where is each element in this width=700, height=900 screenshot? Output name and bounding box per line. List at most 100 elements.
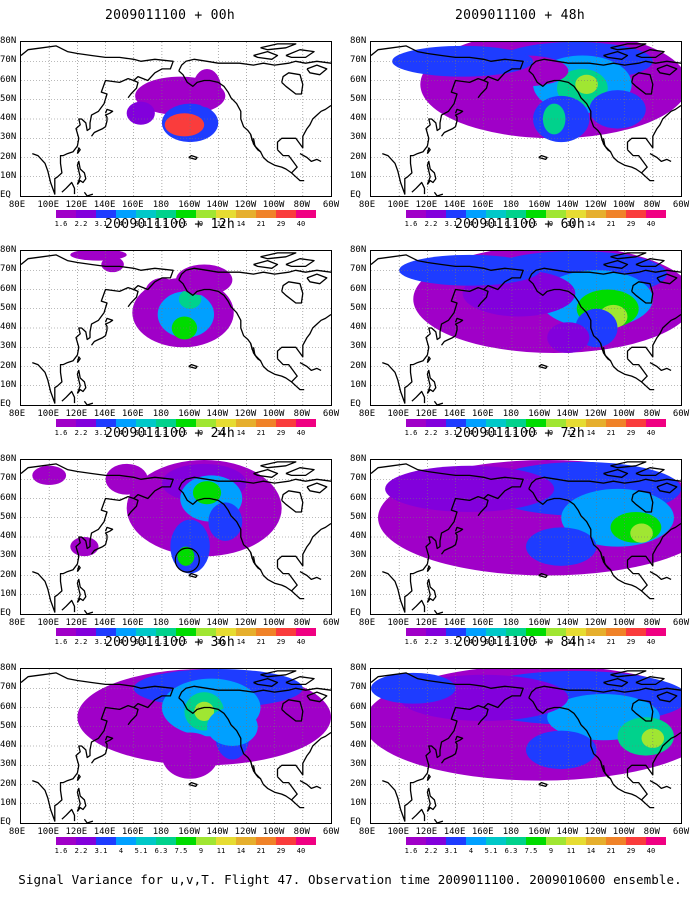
colorbar-label: 9: [548, 847, 554, 855]
longitude-label: 160W: [178, 409, 200, 419]
variance-map: [20, 459, 332, 615]
coastline: [433, 191, 444, 196]
colorbar-label: 6.3: [154, 429, 168, 437]
coastline: [600, 552, 612, 571]
latitude-label: 40N: [0, 113, 17, 123]
forecast-panel-0h: 2009011100 + 00h 80N 70N 60N 50N 40N 30N 20N 10N…: [0, 0, 340, 228]
latitude-label: 50N: [350, 302, 367, 313]
longitude-label: 80E: [358, 409, 376, 419]
colorbar-swatch: [546, 837, 566, 845]
map-canvas: [371, 251, 681, 405]
longitude-label: 140E: [93, 827, 116, 837]
coastline: [600, 343, 612, 362]
longitude-label: 180: [152, 618, 170, 628]
variance-map: [370, 250, 682, 406]
colorbar-swatch: [96, 628, 116, 636]
colorbar-swatch: [156, 837, 176, 845]
colorbar-label: 29: [276, 847, 286, 855]
coastline: [411, 599, 426, 613]
coastline: [528, 70, 655, 182]
map-grid: [371, 669, 681, 823]
colorbar-swatch: [466, 210, 486, 218]
longitude-label: 180: [152, 409, 170, 419]
longitude-label: 160E: [121, 618, 144, 628]
colorbar-label: 9: [198, 638, 204, 646]
colorbar-label: 29: [626, 847, 636, 855]
colorbar-swatch: [526, 628, 546, 636]
colorbar-label: 5.1: [134, 638, 148, 646]
coastline: [299, 780, 322, 790]
coastline: [600, 134, 612, 153]
colorbar-swatch: [426, 210, 446, 218]
colorbar-swatch: [256, 837, 276, 845]
colorbar-swatch: [96, 419, 116, 427]
variance-shading: [126, 68, 226, 143]
panel-title: 2009011100 + 84h: [454, 635, 586, 650]
colorbar-swatch: [56, 210, 76, 218]
longitude-label: 120E: [65, 409, 88, 419]
coastline: [371, 463, 524, 613]
coastline: [371, 672, 524, 822]
latitude-label: EQ: [350, 190, 361, 200]
colorbar-label: 6.3: [154, 638, 168, 646]
colorbar-label: 29: [626, 220, 636, 228]
longitude-label: 80E: [8, 618, 26, 628]
longitude-label: 120W: [234, 618, 257, 628]
colorbar-label: 11: [216, 847, 226, 855]
coastline: [656, 273, 678, 285]
colorbar-swatch: [176, 837, 196, 845]
longitude-label: 100E: [387, 618, 410, 628]
longitude-label: 160E: [121, 827, 144, 837]
coastline: [250, 552, 262, 571]
coastline: [306, 273, 328, 285]
variance-shading: [399, 251, 681, 354]
colorbar-label: 1.6: [54, 847, 68, 855]
colorbar-swatch: [486, 837, 506, 845]
latitude-label: 60N: [350, 74, 367, 85]
colorbar-label: 14: [586, 220, 596, 228]
latitude-label: 70N: [350, 682, 367, 693]
coastline: [631, 281, 654, 304]
variance-map: [20, 668, 332, 824]
coastline: [477, 79, 489, 99]
longitude-label: 160W: [178, 827, 200, 837]
latitude-label: 40N: [350, 531, 367, 541]
longitude-label: 100W: [262, 200, 285, 210]
colorbar-label: 5.1: [484, 638, 498, 646]
colorbar-label: 5.1: [484, 847, 498, 855]
colorbar-label: 40: [296, 638, 306, 646]
coastline: [528, 279, 655, 391]
longitude-label: 140W: [206, 409, 229, 419]
longitude-label: 140W: [206, 618, 229, 628]
colorbar-label: 7.5: [174, 638, 188, 646]
latitude-label: 50N: [0, 93, 17, 104]
map-grid: [21, 42, 331, 196]
coastline: [649, 362, 672, 372]
longitude-label: 140E: [93, 409, 116, 419]
colorbar-swatch: [546, 210, 566, 218]
coastline: [411, 390, 426, 404]
colorbar-swatch: [216, 628, 236, 636]
variance-contour: [526, 527, 597, 566]
longitude-label: 60W: [672, 618, 690, 628]
colorbar-swatch: [626, 419, 646, 427]
map-grid: [371, 42, 681, 196]
forecast-panel-48h: 2009011100 + 48h 80N 70N 60N 50N 40N 30N 20N 10N…: [350, 0, 690, 228]
coastline: [277, 358, 298, 383]
colorbar-swatch: [136, 837, 156, 845]
colorbar-swatch: [486, 628, 506, 636]
colorbar-label: 14: [236, 220, 246, 228]
colorbar-swatch: [566, 419, 586, 427]
latitude-label: EQ: [0, 817, 11, 827]
longitude-label: 100W: [262, 827, 285, 837]
colorbar-label: 11: [216, 638, 226, 646]
coastline: [281, 490, 304, 513]
colorbar-swatch: [646, 210, 666, 218]
coastline: [649, 571, 672, 581]
coastline: [178, 58, 331, 72]
colorbar-label: 4: [118, 429, 124, 437]
colorbar-label: 21: [606, 847, 616, 855]
coastline: [178, 279, 305, 391]
longitude-label: 160E: [471, 827, 494, 837]
latitude-label: EQ: [350, 399, 361, 409]
